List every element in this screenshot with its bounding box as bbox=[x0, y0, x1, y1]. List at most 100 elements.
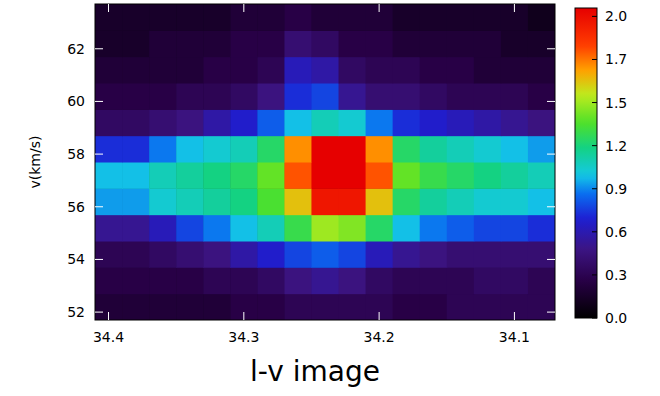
cell bbox=[339, 294, 367, 320]
cell bbox=[393, 136, 421, 163]
cell bbox=[528, 57, 555, 84]
x-tick-label: 34.3 bbox=[228, 329, 259, 345]
cell bbox=[339, 188, 367, 215]
cell bbox=[203, 136, 231, 163]
y-tick bbox=[547, 101, 555, 102]
cell bbox=[257, 57, 285, 84]
cell bbox=[366, 294, 394, 320]
cell bbox=[474, 4, 502, 31]
cell bbox=[122, 188, 150, 215]
cell bbox=[393, 267, 421, 294]
cell bbox=[420, 83, 448, 110]
cell bbox=[122, 30, 150, 57]
cell bbox=[149, 136, 177, 163]
cell bbox=[149, 4, 177, 31]
cell bbox=[95, 4, 123, 31]
cell bbox=[528, 267, 555, 294]
cell bbox=[95, 188, 123, 215]
cell bbox=[366, 162, 394, 189]
cell bbox=[474, 136, 502, 163]
colorbar-tick-label: 2.0 bbox=[605, 8, 627, 24]
cell bbox=[230, 188, 258, 215]
cell bbox=[501, 215, 529, 242]
cell bbox=[311, 215, 339, 242]
y-axis-title: v(km/s) bbox=[27, 136, 43, 189]
cell bbox=[420, 215, 448, 242]
cell bbox=[149, 162, 177, 189]
cell bbox=[474, 57, 502, 84]
cell bbox=[95, 162, 123, 189]
x-tick-label: 34.4 bbox=[93, 329, 124, 345]
y-tick-label: 56 bbox=[67, 199, 85, 215]
y-tick-label: 60 bbox=[67, 93, 85, 109]
x-tick bbox=[514, 312, 515, 320]
colorbar-tick-label: 0.9 bbox=[605, 181, 627, 197]
cell bbox=[366, 30, 394, 57]
cell bbox=[257, 162, 285, 189]
cell bbox=[474, 241, 502, 268]
cell bbox=[257, 109, 285, 136]
cell bbox=[501, 4, 529, 31]
cell bbox=[203, 57, 231, 84]
colorbar bbox=[575, 8, 597, 318]
cell bbox=[149, 30, 177, 57]
colorbar-tick bbox=[592, 145, 597, 146]
cell bbox=[393, 215, 421, 242]
cell bbox=[122, 162, 150, 189]
cell bbox=[420, 4, 448, 31]
cell bbox=[203, 109, 231, 136]
cell bbox=[474, 30, 502, 57]
cell bbox=[501, 294, 529, 320]
cell bbox=[149, 294, 177, 320]
cell bbox=[339, 215, 367, 242]
cell bbox=[284, 83, 312, 110]
cell bbox=[284, 4, 312, 31]
cell bbox=[420, 57, 448, 84]
cell bbox=[203, 83, 231, 110]
cell bbox=[284, 241, 312, 268]
y-tick-label: 54 bbox=[67, 251, 85, 267]
cell bbox=[95, 30, 123, 57]
cell bbox=[501, 30, 529, 57]
y-tick bbox=[95, 48, 103, 49]
cell bbox=[501, 136, 529, 163]
cell bbox=[176, 30, 204, 57]
cell bbox=[230, 162, 258, 189]
cell bbox=[420, 30, 448, 57]
cell bbox=[393, 109, 421, 136]
cell bbox=[528, 162, 555, 189]
x-tick bbox=[514, 4, 515, 12]
cell bbox=[95, 294, 123, 320]
colorbar-tick bbox=[592, 16, 597, 17]
cell bbox=[339, 267, 367, 294]
cell bbox=[474, 162, 502, 189]
cell bbox=[230, 109, 258, 136]
cell bbox=[176, 109, 204, 136]
cell bbox=[149, 215, 177, 242]
cell bbox=[284, 267, 312, 294]
cell bbox=[447, 109, 475, 136]
x-tick bbox=[108, 4, 109, 12]
cell bbox=[311, 294, 339, 320]
y-tick bbox=[547, 259, 555, 260]
cell bbox=[420, 241, 448, 268]
colorbar-tick-label: 1.7 bbox=[605, 51, 627, 67]
cell bbox=[311, 30, 339, 57]
cell bbox=[203, 215, 231, 242]
cell bbox=[311, 162, 339, 189]
cell bbox=[203, 241, 231, 268]
cell bbox=[176, 162, 204, 189]
cell bbox=[95, 83, 123, 110]
cell bbox=[230, 136, 258, 163]
cell bbox=[447, 4, 475, 31]
colorbar-tick-label: 1.2 bbox=[605, 138, 627, 154]
x-tick bbox=[243, 4, 244, 12]
cell bbox=[230, 215, 258, 242]
y-tick bbox=[95, 154, 103, 155]
cell bbox=[501, 188, 529, 215]
cell bbox=[122, 267, 150, 294]
colorbar-tick-label: 0.3 bbox=[605, 267, 627, 283]
cell bbox=[366, 4, 394, 31]
y-tick-label: 58 bbox=[67, 146, 85, 162]
cell bbox=[203, 162, 231, 189]
